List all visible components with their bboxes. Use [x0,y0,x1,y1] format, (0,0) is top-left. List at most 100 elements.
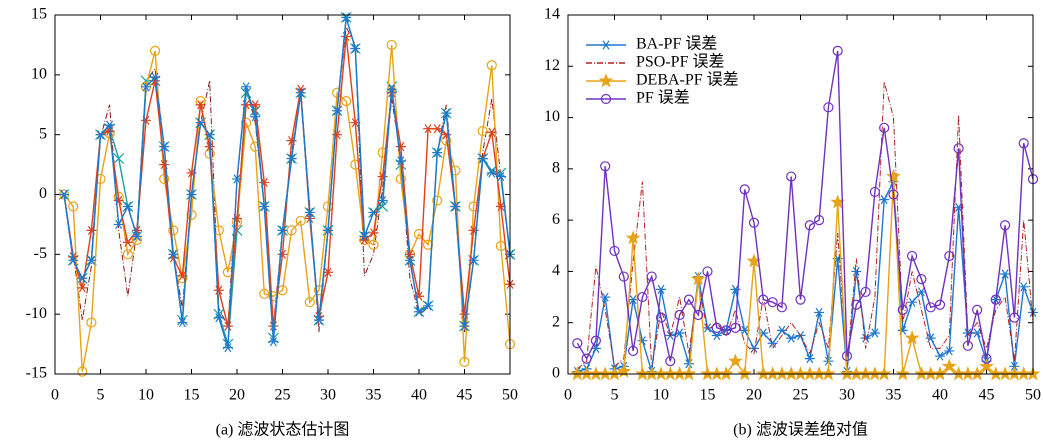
marker [748,217,760,228]
marker [672,366,687,381]
y-tick-label: 2 [552,313,560,330]
marker [783,366,799,381]
marker [802,366,818,381]
marker [720,325,732,336]
marker [988,366,1004,381]
marker [359,235,370,245]
marker [150,72,161,82]
marker [886,168,901,183]
marker [767,297,778,308]
legend-label: DEBA-PF 误差 [636,71,739,89]
marker [935,351,945,361]
marker [981,353,992,364]
marker [295,84,306,94]
marker [644,366,660,381]
marker [423,301,434,311]
marker [241,117,252,128]
legend-item: BA-PF 误差 [586,35,717,53]
marker [904,330,920,345]
marker [204,130,215,140]
marker [681,366,697,381]
marker [468,255,479,265]
marker [895,366,911,381]
marker [350,159,361,170]
y-tick-label: -15 [26,365,47,382]
marker [635,366,650,381]
marker [804,354,815,364]
marker [625,230,641,245]
marker [495,171,506,182]
y-tick-label: 8 [552,160,560,177]
x-tick-label: 50 [1025,387,1041,404]
marker [879,195,890,205]
marker [765,366,780,381]
marker [86,255,97,265]
marker [646,271,657,282]
marker [159,142,170,152]
marker [77,366,88,377]
x-tick-label: 45 [457,387,473,404]
marker [609,245,620,257]
marker [858,366,873,381]
marker [177,317,188,328]
marker [793,366,808,381]
marker [804,220,815,231]
marker [486,127,497,137]
marker [674,309,685,321]
x-tick-label: 25 [793,387,809,404]
marker [914,366,929,381]
marker [776,325,787,336]
marker [77,273,88,283]
series-line [63,25,511,333]
marker [962,340,974,351]
marker [131,231,142,241]
x-tick-label: 35 [886,387,902,404]
marker [990,294,1001,305]
x-tick-label: 0 [564,387,572,404]
plot-frame [567,14,1034,375]
marker [879,122,890,133]
marker [702,266,713,277]
marker [268,337,279,347]
marker [122,237,133,247]
y-tick-label: 4 [552,262,560,279]
x-tick-label: 10 [653,387,669,404]
marker [906,250,918,262]
y-tick-label: 5 [39,125,47,142]
marker [869,328,880,338]
marker [304,297,315,308]
marker [739,184,750,195]
marker [259,288,270,299]
marker [923,366,939,381]
marker [813,215,825,226]
marker [709,366,725,381]
marker [350,43,361,54]
marker [413,228,425,240]
plot: 0 5 10 15 20 25 30 35 40 45 50 0 2 4 6 8 10 12 14 (b) 滤波误差绝… [544,6,1041,439]
marker [386,39,397,51]
marker [774,366,790,381]
marker [662,366,678,381]
marker [637,291,648,303]
marker [459,321,470,331]
marker [68,201,79,212]
marker [653,366,669,381]
y-tick-label: 6 [552,211,560,228]
marker [113,219,124,230]
marker [597,366,613,381]
marker [999,220,1011,231]
y-tick-label: 10 [544,108,560,125]
marker [607,366,622,381]
marker [432,124,443,134]
marker [232,174,242,184]
y-tick-label: 14 [544,6,560,23]
legend-item: DEBA-PF 误差 [586,71,739,89]
marker [700,366,715,381]
legend-label: PSO-PF 误差 [636,53,724,71]
marker [68,255,79,265]
series-line [63,17,511,348]
marker [432,148,443,158]
x-tick-label: 50 [502,387,518,404]
marker [423,239,434,250]
series-line [576,50,1034,362]
